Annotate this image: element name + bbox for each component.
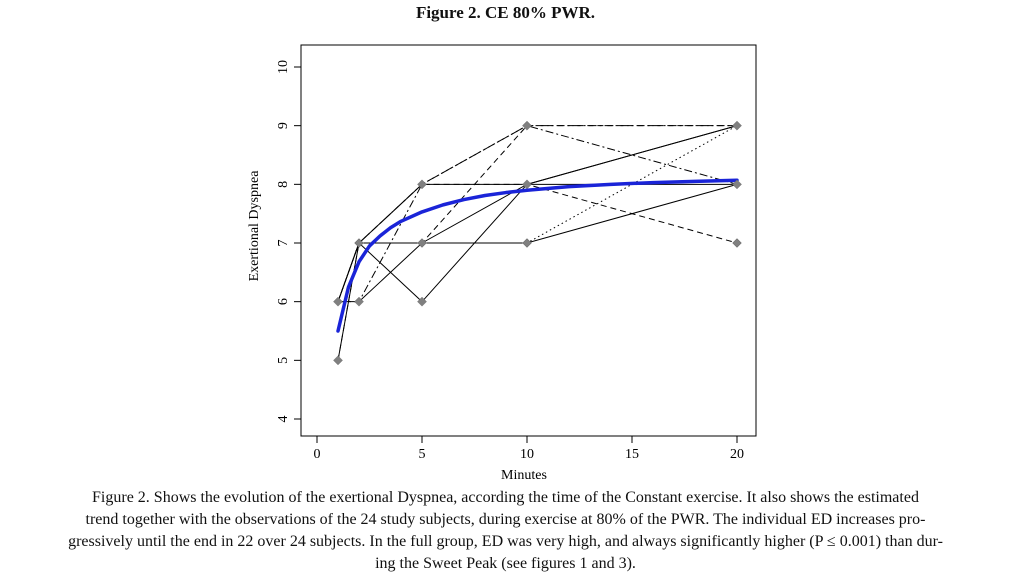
data-point xyxy=(333,296,343,307)
data-point xyxy=(417,179,427,190)
data-point xyxy=(732,179,742,190)
series-line-9 xyxy=(338,125,737,303)
y-tick-label: 9 xyxy=(276,122,291,129)
marker-layer xyxy=(333,120,742,366)
figure-caption: Figure 2. Shows the evolution of the exe… xyxy=(0,487,1011,575)
series-line-5 xyxy=(337,125,738,302)
x-tick-label: 5 xyxy=(419,447,426,462)
y-tick-label: 7 xyxy=(276,240,291,247)
chart: 0 5 10 15 20 4 5 6 7 8 9 10 Minutes Exertional Dys… xyxy=(247,44,757,483)
data-point xyxy=(522,120,532,131)
x-tick-label: 15 xyxy=(625,447,639,462)
y-tick-label: 10 xyxy=(276,60,291,74)
plot-frame xyxy=(300,44,757,437)
y-tick-label: 8 xyxy=(276,181,291,188)
x-axis: 0 5 10 15 20 xyxy=(314,436,744,462)
data-point xyxy=(333,355,343,366)
series-layer xyxy=(337,125,738,361)
data-point xyxy=(354,238,364,248)
data-point xyxy=(732,120,742,131)
series-line-2 xyxy=(337,183,738,361)
y-tick-label: 6 xyxy=(276,298,291,305)
y-axis-label: Exertional Dyspnea xyxy=(247,170,262,282)
caption-line: trend together with the observations of … xyxy=(85,511,926,528)
y-axis: 4 5 6 7 8 9 10 xyxy=(276,60,301,423)
x-tick-label: 20 xyxy=(730,447,744,462)
series-line-3 xyxy=(338,125,738,303)
x-axis-label: Minutes xyxy=(501,468,547,483)
series-line-8 xyxy=(337,125,738,302)
x-tick-label: 10 xyxy=(520,447,534,462)
data-point xyxy=(522,238,532,248)
trend-line xyxy=(336,178,739,333)
data-point xyxy=(732,238,742,248)
caption-line: ing the Sweet Peak (see figures 1 and 3)… xyxy=(375,555,636,572)
series-line-1 xyxy=(337,125,738,302)
caption-line: Figure 2. Shows the evolution of the exe… xyxy=(92,489,919,506)
caption-line: gressively until the end in 22 over 24 s… xyxy=(68,533,943,550)
data-point xyxy=(354,296,364,307)
y-tick-label: 4 xyxy=(276,416,291,423)
data-point xyxy=(417,238,427,248)
y-tick-label: 5 xyxy=(276,357,291,364)
data-point xyxy=(417,296,427,307)
data-point xyxy=(522,179,532,190)
x-tick-label: 0 xyxy=(314,447,321,462)
figure-title: Figure 2. CE 80% PWR. xyxy=(415,3,596,22)
trend-layer xyxy=(336,178,739,333)
